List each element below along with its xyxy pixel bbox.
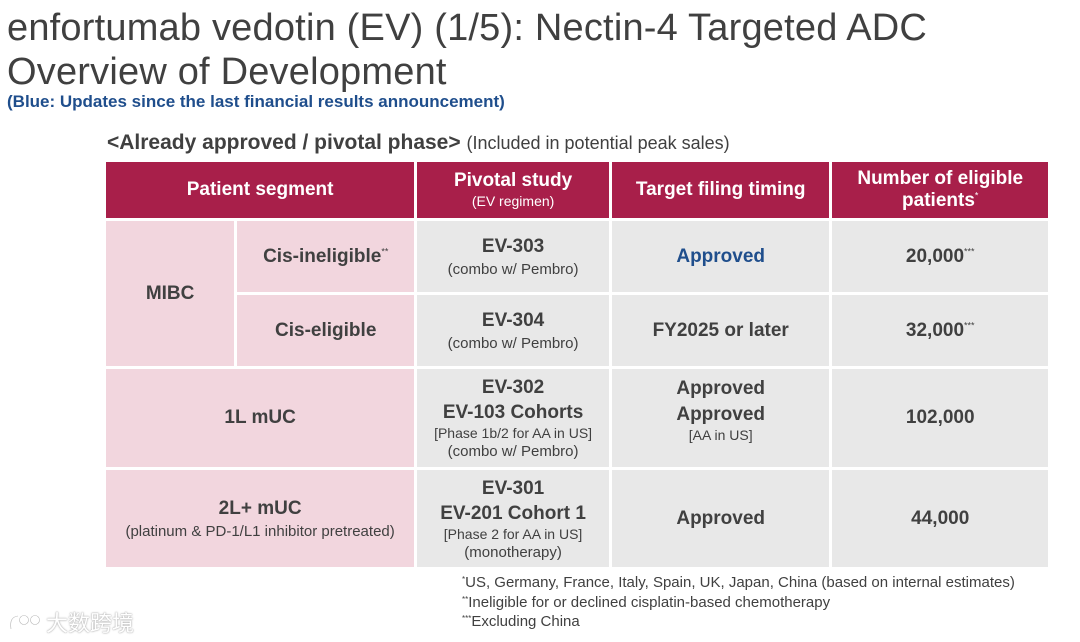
page-title: enfortumab vedotin (EV) (1/5): Nectin-4 …: [7, 6, 927, 94]
footnote-mark: *: [462, 575, 466, 584]
study-ev-301: EV-301 EV-201 Cohort 1 [Phase 2 for AA i…: [417, 470, 609, 567]
study-note-2: (monotherapy): [464, 543, 562, 561]
eligible-patients: 102,000: [832, 369, 1048, 467]
header-patient-segment: Patient segment: [106, 162, 415, 218]
study-note: [Phase 2 for AA in US]: [443, 525, 583, 542]
segment-mibc: MIBC: [106, 221, 235, 366]
watermark-text: 大数跨境: [46, 611, 135, 636]
study-name: EV-304: [481, 310, 545, 331]
footnote-text: Ineligible for or declined cisplatin-bas…: [468, 593, 831, 611]
study-name-2: EV-103 Cohorts: [442, 402, 584, 423]
section-heading: <Already approved / pivotal phase> (Incl…: [107, 131, 730, 155]
header-patients-line2: patients: [902, 190, 975, 211]
header-eligible-patients: Number of eligible patients*: [832, 162, 1048, 218]
segment-label: 2L+ mUC: [218, 498, 302, 519]
filing-note: [AA in US]: [688, 426, 753, 443]
filing-status: Approved Approved [AA in US]: [611, 369, 830, 467]
patients-value: 32,000: [905, 319, 965, 341]
footnote-mark: **: [462, 594, 469, 604]
table-row: MIBC Cis-ineligible** EV-303 (combo w/ P…: [106, 221, 1048, 366]
table-row: 1L mUC EV-302 EV-103 Cohorts [Phase 1b/2…: [106, 369, 1048, 467]
study-note: (combo w/ Pembro): [447, 261, 579, 278]
header-pivotal-study-sub: (EV regimen): [471, 193, 555, 209]
title-line-1: enfortumab vedotin (EV) (1/5): Nectin-4 …: [7, 7, 928, 49]
logo-mark-icon: [9, 614, 41, 630]
footnote-mark: *: [974, 190, 979, 201]
filing-status-2: Approved: [676, 403, 766, 425]
filing-status: Approved: [611, 221, 830, 292]
footnote-mark: ***: [462, 614, 472, 623]
footnote: **Ineligible for or declined cisplatin-b…: [462, 593, 1015, 613]
segment-note: (platinum & PD-1/L1 inhibitor pretreated…: [125, 523, 395, 540]
section-label: <Already approved / pivotal phase>: [107, 131, 461, 154]
table-row: 2L+ mUC (platinum & PD-1/L1 inhibitor pr…: [106, 470, 1048, 567]
study-ev-302: EV-302 EV-103 Cohorts [Phase 1b/2 for AA…: [417, 369, 609, 467]
study-name: EV-302: [481, 377, 545, 398]
eligible-patients: 44,000: [832, 470, 1048, 567]
page-subtitle: (Blue: Updates since the last financial …: [7, 92, 505, 111]
header-target-filing: Target filing timing: [611, 162, 830, 218]
eligible-patients: 20,000***: [832, 221, 1048, 292]
segment-1l-muc: 1L mUC: [106, 369, 415, 467]
footnotes: *US, Germany, France, Italy, Spain, UK, …: [462, 573, 1015, 632]
footnote-mark: ***: [964, 320, 975, 331]
study-name: EV-303: [481, 236, 545, 257]
subsegment-cis-ineligible: Cis-ineligible**: [237, 221, 415, 292]
footnote-text: Excluding China: [471, 613, 580, 630]
section-note: (Included in potential peak sales): [466, 133, 730, 153]
header-pivotal-study-label: Pivotal study: [453, 170, 573, 191]
subsegment-label: Cis-ineligible: [263, 245, 382, 267]
title-line-2: Overview of Development: [7, 51, 447, 93]
header-patients-line2-wrap: patients*: [836, 190, 1044, 212]
table-row: Cis-eligible EV-304 (combo w/ Pembro) FY…: [106, 295, 1048, 366]
watermark: 大数跨境: [8, 606, 134, 638]
filing-status-1: Approved: [676, 377, 766, 399]
eligible-patients: 32,000***: [832, 295, 1048, 366]
subsegment-cis-eligible: Cis-eligible: [237, 295, 415, 366]
footnote: *US, Germany, France, Italy, Spain, UK, …: [462, 573, 1015, 593]
study-name-2: EV-201 Cohort 1: [440, 502, 586, 524]
footnote-mark: **: [381, 246, 389, 257]
footnote: ***Excluding China: [462, 612, 1015, 632]
patients-value: 20,000: [905, 245, 965, 267]
footnote-mark: ***: [964, 246, 975, 257]
filing-status: FY2025 or later: [611, 295, 830, 366]
header-pivotal-study: Pivotal study (EV regimen): [417, 162, 609, 218]
footnote-text: US, Germany, France, Italy, Spain, UK, J…: [465, 574, 1015, 591]
filing-status: Approved: [611, 470, 830, 567]
study-ev-304: EV-304 (combo w/ Pembro): [417, 295, 609, 366]
header-patients-line1: Number of eligible: [857, 168, 1024, 189]
development-table: Patient segment Pivotal study (EV regime…: [103, 159, 1051, 570]
study-note-2: (combo w/ Pembro): [447, 443, 579, 460]
segment-2l-muc: 2L+ mUC (platinum & PD-1/L1 inhibitor pr…: [106, 470, 415, 567]
study-note: (combo w/ Pembro): [447, 335, 579, 352]
study-ev-303: EV-303 (combo w/ Pembro): [417, 221, 609, 292]
spacer: [612, 444, 830, 462]
study-note: [Phase 1b/2 for AA in US]: [434, 425, 593, 441]
study-name: EV-301: [481, 477, 545, 499]
table-header-row: Patient segment Pivotal study (EV regime…: [106, 162, 1048, 218]
